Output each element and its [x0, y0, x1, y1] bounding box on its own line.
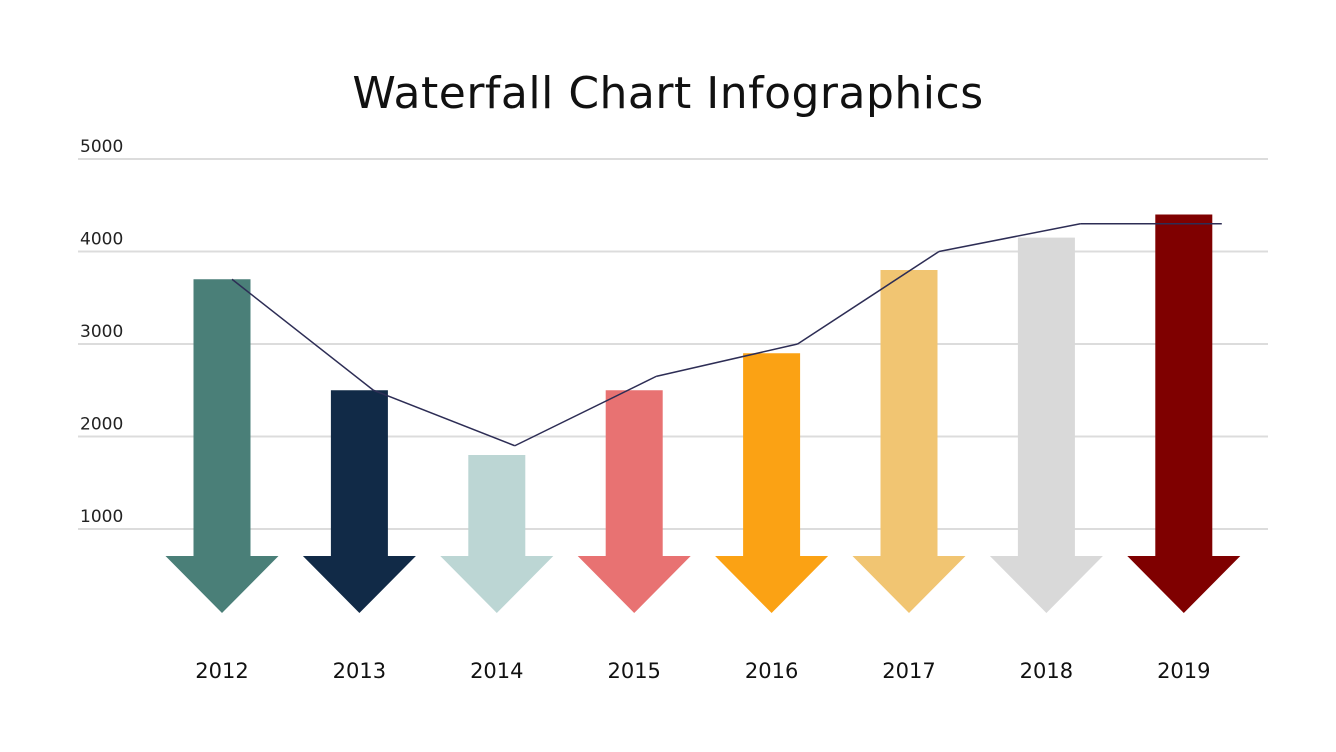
arrow-bar-2012 — [165, 279, 279, 613]
x-tick-label: 2012 — [195, 659, 248, 683]
x-tick-label: 2013 — [333, 659, 386, 683]
trend-line-segment — [231, 278, 374, 391]
y-tick-label: 1000 — [80, 507, 123, 527]
trend-line-segment — [373, 389, 516, 447]
chart-title: Waterfall Chart Infographics — [352, 68, 984, 119]
arrow-bar-2013 — [302, 390, 416, 613]
x-tick-label: 2016 — [745, 659, 798, 683]
trend-line-segment — [656, 343, 798, 378]
trend-line-segment — [797, 250, 940, 345]
arrow-bar-2018 — [989, 237, 1103, 613]
y-tick-label: 4000 — [80, 230, 123, 250]
x-tick-label: 2014 — [470, 659, 523, 683]
x-tick-label: 2017 — [882, 659, 935, 683]
x-tick-label: 2018 — [1020, 659, 1073, 683]
arrow-bar-2014 — [440, 455, 554, 613]
trend-line-segment — [514, 375, 657, 447]
x-tick-label: 2015 — [607, 659, 660, 683]
y-tick-label: 3000 — [80, 322, 123, 342]
y-tick-label: 2000 — [80, 415, 123, 435]
trend-line-segment — [938, 223, 1081, 253]
x-tick-label: 2019 — [1157, 659, 1210, 683]
arrow-bar-2015 — [577, 390, 691, 613]
arrow-bar-2016 — [715, 353, 829, 613]
y-tick-label: 5000 — [80, 137, 123, 157]
arrow-bar-2019 — [1127, 214, 1241, 613]
arrow-bar-2017 — [852, 270, 966, 613]
